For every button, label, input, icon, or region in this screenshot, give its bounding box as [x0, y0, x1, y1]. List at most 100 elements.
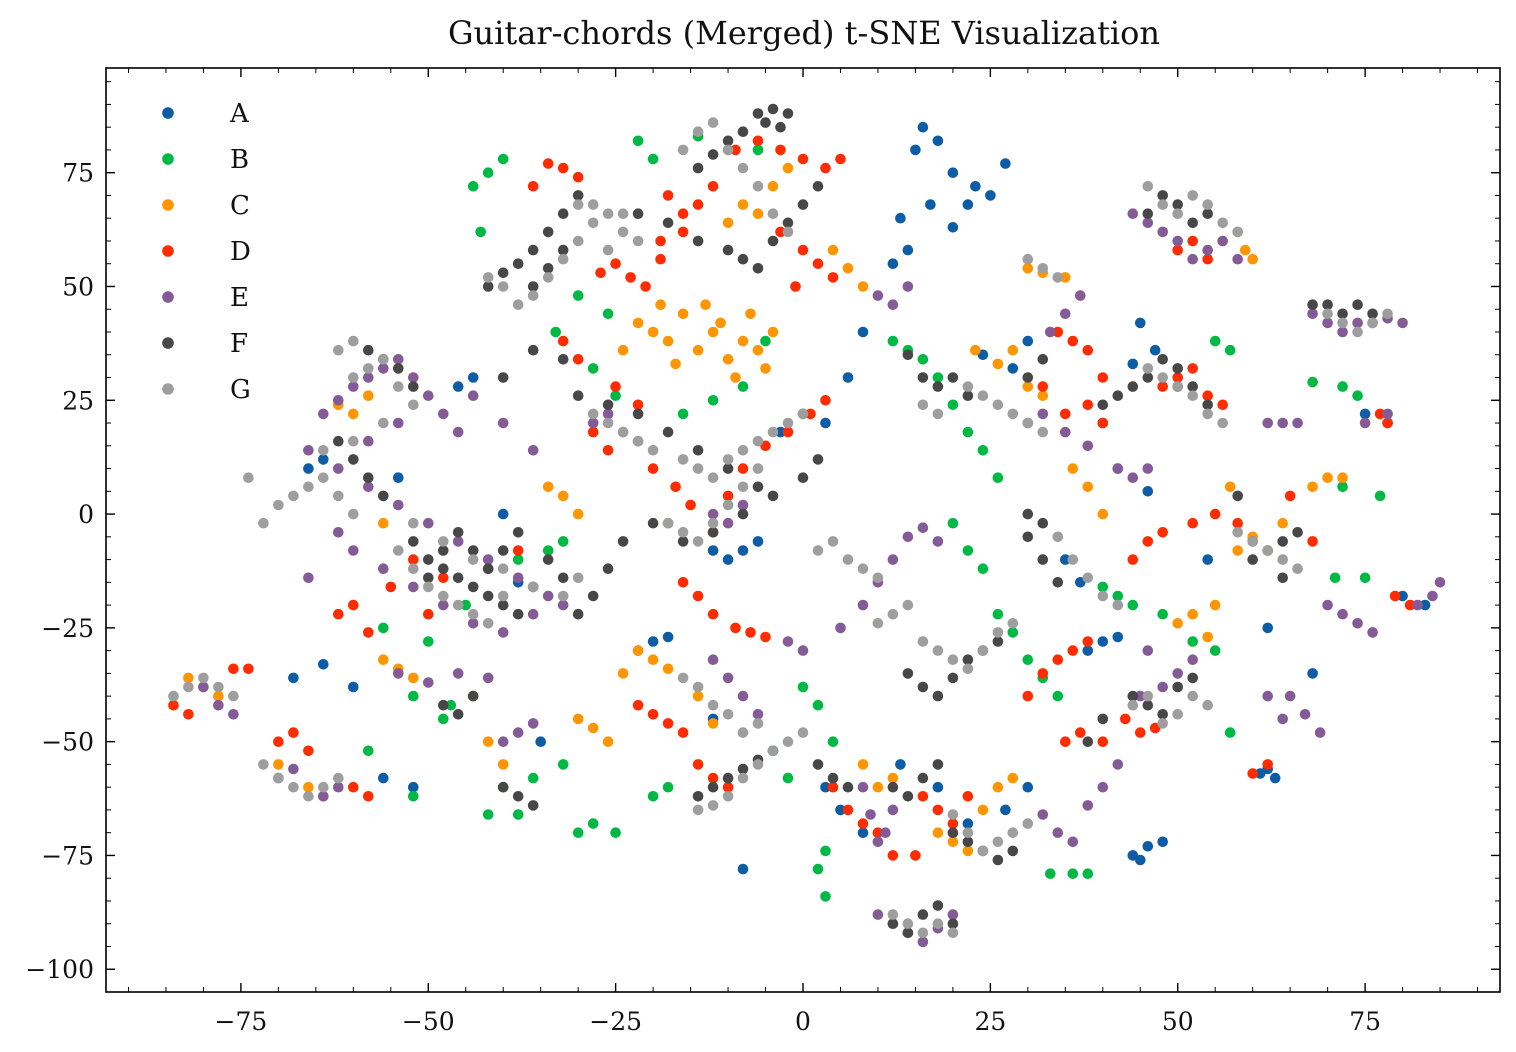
point-A-46: [393, 472, 404, 484]
y-tick-label: 0: [78, 500, 94, 529]
point-G-55: [602, 417, 614, 429]
point-G-83: [303, 791, 314, 802]
point-D-10: [677, 208, 689, 219]
point-E-40: [333, 781, 344, 793]
point-E-122: [1337, 608, 1348, 620]
point-G-63: [737, 445, 749, 456]
point-B-28: [610, 827, 621, 838]
point-A-51: [857, 326, 869, 338]
legend-label-E: E: [230, 283, 249, 313]
point-G-163: [1142, 690, 1154, 702]
point-B-34: [812, 699, 824, 711]
point-F-134: [1187, 217, 1198, 229]
point-E-77: [1112, 759, 1124, 770]
point-G-124: [932, 918, 944, 929]
point-G-108: [917, 636, 929, 647]
point-E-75: [1082, 800, 1094, 811]
point-F-90: [842, 781, 854, 793]
point-C-69: [707, 718, 719, 729]
point-E-104: [1352, 317, 1363, 329]
point-E-97: [1187, 253, 1198, 265]
point-G-125: [947, 927, 959, 939]
point-E-82: [1142, 645, 1154, 656]
point-C-53: [303, 781, 314, 793]
point-F-109: [962, 654, 974, 665]
point-G-148: [1187, 190, 1198, 201]
point-A-7: [925, 199, 936, 210]
point-F-76: [438, 699, 449, 711]
point-D-43: [512, 545, 524, 556]
point-G-77: [198, 672, 209, 684]
point-G-46: [348, 508, 359, 520]
point-F-70: [677, 536, 689, 547]
point-E-6: [408, 372, 419, 383]
points-layer: [168, 103, 1446, 948]
point-D-37: [722, 490, 734, 502]
point-G-138: [932, 408, 944, 420]
point-F-103: [932, 900, 944, 911]
point-C-60: [497, 759, 509, 770]
legend-marker-G: [162, 383, 174, 395]
point-F-128: [1187, 672, 1198, 684]
point-E-1: [333, 395, 344, 406]
point-G-110: [947, 654, 959, 665]
point-E-18: [542, 590, 554, 602]
legend-label-F: F: [230, 329, 248, 359]
point-F-5: [737, 126, 749, 137]
point-F-148: [1112, 390, 1124, 402]
point-D-62: [647, 709, 659, 720]
point-F-52: [512, 527, 524, 538]
point-D-88: [1037, 668, 1049, 679]
point-G-42: [497, 563, 509, 574]
point-E-84: [1060, 308, 1071, 320]
point-A-39: [378, 772, 389, 784]
point-F-83: [722, 772, 734, 784]
legend-marker-C: [162, 199, 174, 211]
point-C-29: [970, 344, 981, 356]
point-F-120: [947, 372, 959, 383]
point-D-26: [557, 335, 569, 347]
point-A-52: [842, 372, 854, 383]
point-B-81: [557, 536, 569, 547]
point-F-4: [775, 121, 786, 133]
point-F-153: [1187, 381, 1198, 392]
point-G-150: [1217, 217, 1228, 229]
point-F-135: [1202, 208, 1213, 219]
point-E-16: [482, 554, 494, 565]
point-G-48: [318, 472, 329, 484]
point-F-1: [767, 103, 779, 115]
point-B-75: [1224, 344, 1236, 356]
point-E-59: [917, 522, 929, 533]
point-G-107: [902, 599, 914, 611]
point-G-164: [1157, 718, 1168, 729]
point-F-123: [1037, 354, 1049, 365]
point-D-68: [730, 622, 741, 634]
point-D-82: [947, 818, 959, 829]
point-D-57: [168, 699, 179, 711]
point-D-91: [1082, 636, 1094, 647]
point-G-117: [977, 845, 989, 857]
point-F-142: [1277, 536, 1288, 547]
point-F-101: [902, 927, 914, 939]
point-F-16: [527, 281, 539, 292]
point-G-66: [782, 417, 794, 429]
point-D-12: [707, 181, 719, 192]
point-E-98: [1202, 244, 1213, 256]
point-F-91: [887, 781, 899, 793]
point-G-22: [632, 235, 644, 247]
point-G-81: [273, 772, 284, 784]
point-E-19: [348, 545, 359, 556]
point-E-127: [902, 281, 914, 292]
point-E-24: [497, 627, 509, 638]
point-A-63: [895, 759, 906, 770]
point-E-100: [1232, 253, 1243, 265]
point-F-96: [962, 836, 974, 848]
point-B-17: [760, 335, 771, 347]
y-tick-label: 75: [62, 159, 94, 188]
point-A-17: [1142, 486, 1154, 497]
point-D-100: [1127, 554, 1139, 565]
point-F-53: [542, 554, 554, 565]
point-G-39: [408, 517, 419, 529]
point-E-109: [1277, 417, 1288, 429]
